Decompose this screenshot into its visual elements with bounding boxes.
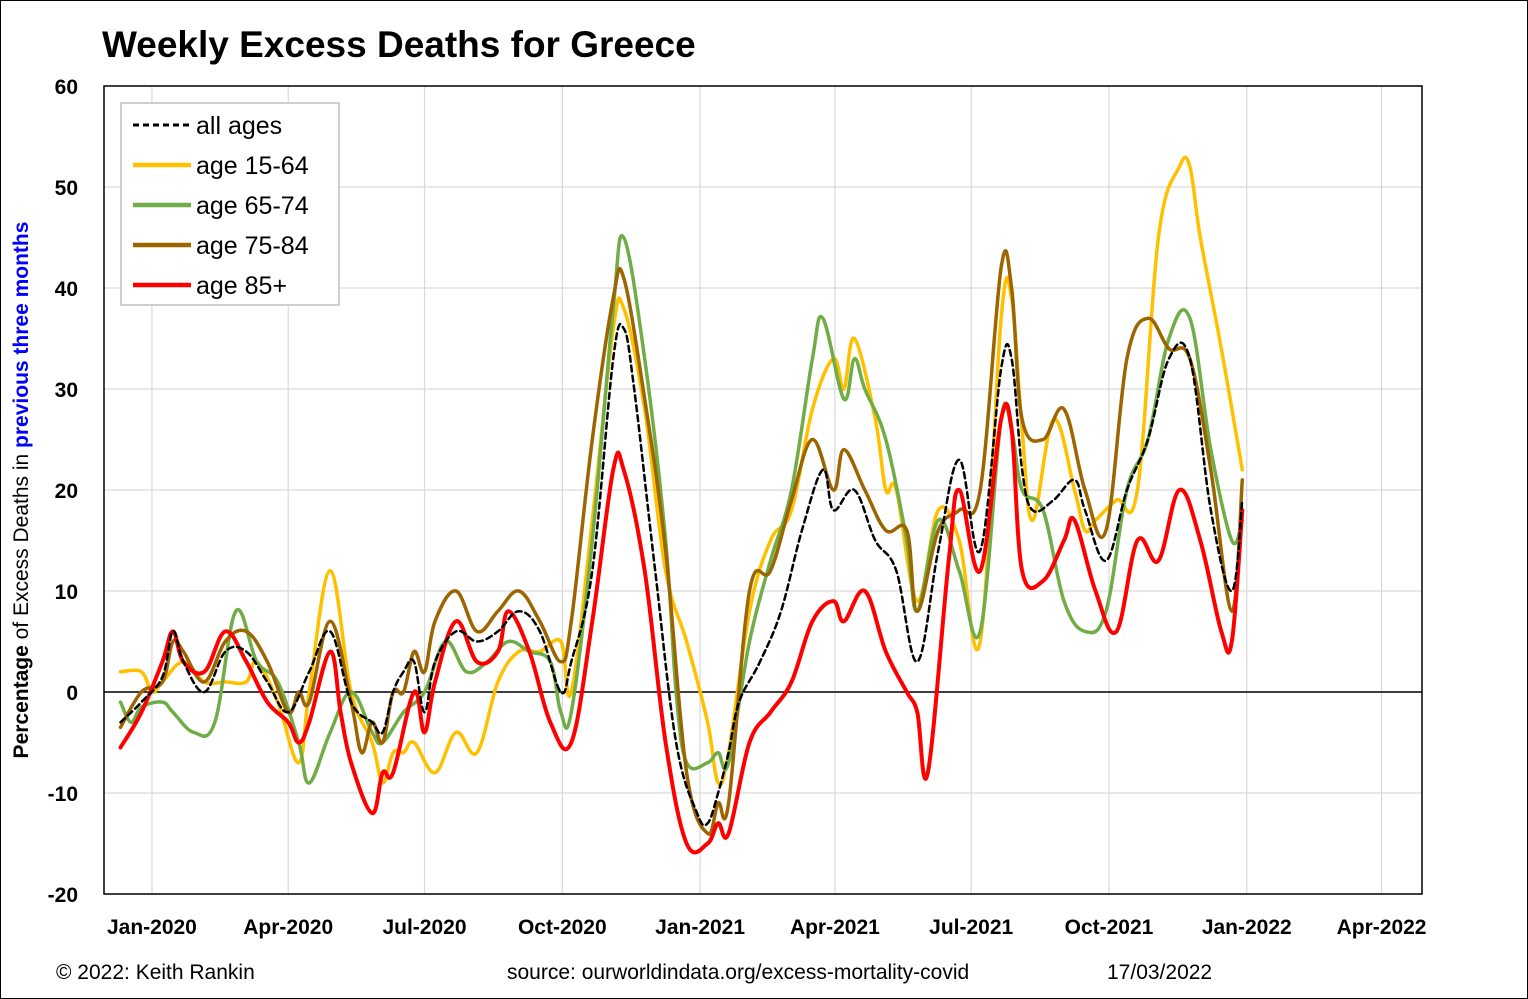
x-tick-label: Jan-2020 — [107, 916, 197, 939]
y-axis-label-part: Percentage — [10, 645, 33, 758]
x-tick-label: Jan-2021 — [655, 916, 745, 939]
x-tick-label: Apr-2022 — [1337, 916, 1427, 939]
series-lines — [118, 155, 1245, 855]
legend-label: age 65-74 — [196, 192, 309, 220]
legend-label: all ages — [196, 112, 282, 140]
y-tick-label: 30 — [55, 379, 78, 402]
x-tick-label: Jul-2020 — [382, 916, 466, 939]
series-line-all-ages — [119, 322, 1244, 827]
y-axis-label: Percentage of Excess Deaths in previous … — [10, 222, 33, 759]
y-tick-label: 0 — [66, 682, 78, 705]
footer-source: source: ourworldindata.org/excess-mortal… — [507, 961, 969, 984]
footer-copyright: © 2022: Keith Rankin — [56, 961, 255, 984]
legend-label: age 15-64 — [196, 152, 309, 180]
y-tick-label: 40 — [55, 278, 78, 301]
series-line-age-75-84 — [118, 249, 1245, 836]
y-tick-label: 50 — [55, 177, 78, 200]
y-tick-label: -10 — [48, 783, 78, 806]
x-axis-ticks: Jan-2020 Apr-2020 Jul-2020 Oct-2020 Jan-2021… — [107, 916, 1427, 939]
series-line-age-85- — [118, 402, 1245, 855]
y-axis-label-part: previous three months — [10, 222, 33, 448]
y-axis-ticks: -20 -10 0 10 20 30 40 50 60 — [48, 76, 78, 907]
x-tick-label: Oct-2020 — [518, 916, 607, 939]
x-tick-label: Jul-2021 — [929, 916, 1013, 939]
y-tick-label: 10 — [55, 581, 78, 604]
legend-label: age 75-84 — [196, 232, 309, 260]
legend: all ages age 15-64 age 65-74 age 75-84 age 8… — [120, 102, 340, 306]
x-tick-label: Apr-2021 — [790, 916, 880, 939]
x-tick-label: Jan-2022 — [1202, 916, 1292, 939]
x-tick-label: Oct-2021 — [1065, 916, 1154, 939]
chart-title: Weekly Excess Deaths for Greece — [102, 24, 696, 65]
x-tick-label: Apr-2020 — [243, 916, 333, 939]
y-axis-label-text: Percentage of Excess Deaths in previous … — [10, 222, 33, 759]
legend-label: age 85+ — [196, 272, 287, 300]
footer-date: 17/03/2022 — [1107, 961, 1212, 984]
y-tick-label: 20 — [55, 480, 78, 503]
y-tick-label: 60 — [55, 76, 78, 99]
y-tick-label: -20 — [48, 884, 78, 907]
plot-border — [103, 85, 1423, 895]
legend-box — [120, 102, 340, 306]
y-axis-label-part: of Excess Deaths in — [10, 448, 33, 645]
